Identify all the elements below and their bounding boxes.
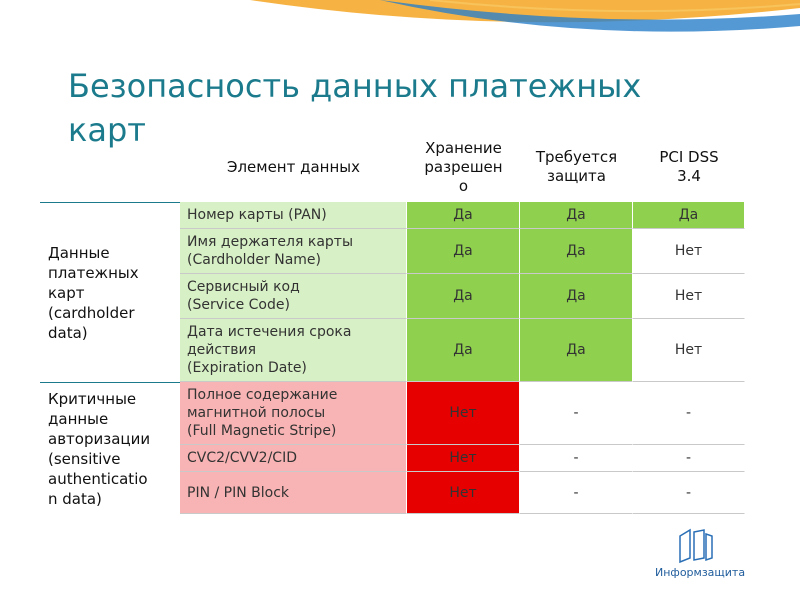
column-header: PCI DSS 3.4 bbox=[633, 135, 745, 199]
text-line: Да bbox=[566, 342, 586, 358]
text-line: Элемент данных bbox=[226, 157, 361, 176]
value-cell: - bbox=[633, 472, 745, 514]
column-header: Элемент данных bbox=[180, 135, 407, 199]
text-line: Хранение bbox=[425, 138, 502, 157]
value-cell: Нет bbox=[407, 472, 520, 514]
text-line: data) bbox=[48, 323, 88, 342]
text-line: - bbox=[685, 484, 692, 501]
text-line: карт bbox=[68, 111, 146, 149]
value-cell: Нет bbox=[407, 382, 520, 445]
value-cell: - bbox=[520, 472, 633, 514]
text-line: (Expiration Date) bbox=[187, 360, 307, 376]
text-line: 3.4 bbox=[677, 167, 701, 185]
value-cell: - bbox=[520, 445, 633, 472]
text-line: Нет bbox=[449, 484, 477, 501]
text-line: разрешен bbox=[424, 157, 503, 176]
value-cell: Да bbox=[407, 319, 520, 382]
text-line: Сервисный код bbox=[187, 279, 300, 295]
text-line: защита bbox=[547, 167, 606, 185]
value-cell: Да bbox=[520, 274, 633, 319]
value-cell: - bbox=[633, 445, 745, 472]
text-line: - bbox=[573, 405, 579, 421]
text-line: - bbox=[573, 450, 579, 466]
text-line: Нет bbox=[674, 288, 703, 304]
value-cell: Да bbox=[407, 229, 520, 274]
element-cell: Имя держателя карты (Cardholder Name) bbox=[180, 229, 407, 274]
text-line: - bbox=[573, 484, 579, 501]
text-line: платежных bbox=[48, 263, 139, 282]
value-cell: - bbox=[633, 382, 745, 445]
value-cell: Нет bbox=[633, 274, 745, 319]
value-cell: Да bbox=[520, 229, 633, 274]
value-cell: Да bbox=[407, 202, 520, 229]
text-line: authenticatio bbox=[48, 469, 148, 488]
text-line: n data) bbox=[48, 489, 102, 508]
text-line: Да bbox=[566, 243, 586, 259]
text-line: Безопасность данных платежных bbox=[68, 67, 642, 105]
text-line: Нет bbox=[449, 450, 477, 466]
text-line: магнитной полосы bbox=[187, 405, 326, 421]
text-line: Да bbox=[453, 288, 473, 304]
value-cell: Да bbox=[520, 202, 633, 229]
text-line: действия bbox=[187, 342, 257, 358]
text-line: Да bbox=[453, 342, 473, 358]
element-cell: CVC2/CVV2/CID bbox=[180, 445, 407, 472]
text-line: (cardholder bbox=[48, 303, 135, 322]
text-line: - bbox=[685, 450, 692, 466]
text-line: Дата истечения срока bbox=[187, 324, 352, 340]
text-line: о bbox=[458, 176, 469, 195]
text-line: Да bbox=[566, 207, 586, 223]
text-line: Нет bbox=[449, 405, 477, 421]
element-cell: Дата истечения срока действия (Expiration … bbox=[180, 319, 407, 382]
value-cell: Нет bbox=[407, 445, 520, 472]
text-line: данные bbox=[48, 409, 109, 428]
text-line: Данные bbox=[48, 243, 110, 262]
text-line: (Full Magnetic Stripe) bbox=[187, 423, 337, 439]
text-line: (Cardholder Name) bbox=[187, 252, 322, 268]
column-header: Требуется защита bbox=[520, 135, 633, 199]
text-line: PIN / PIN Block bbox=[187, 484, 290, 501]
text-line: Нет bbox=[674, 342, 703, 358]
text-line: - bbox=[685, 405, 692, 421]
column-header: Хранение разрешен о bbox=[407, 135, 520, 199]
text-line: Да bbox=[678, 207, 699, 223]
text-line: Требуется bbox=[535, 148, 618, 166]
text-line: Нет bbox=[674, 243, 703, 259]
header-decoration bbox=[250, 0, 800, 32]
text-line: (sensitive bbox=[48, 449, 121, 468]
text-line: Да bbox=[453, 243, 473, 259]
group-label: Данные платежных карт (cardholder data) bbox=[40, 202, 180, 382]
group-label: Критичные данные авторизации (sensitive auth… bbox=[40, 382, 180, 514]
element-cell: Номер карты (PAN) bbox=[180, 202, 407, 229]
value-cell: Да bbox=[520, 319, 633, 382]
text-line: авторизации bbox=[48, 429, 151, 448]
text-line: карт bbox=[48, 283, 85, 302]
text-line: (Service Code) bbox=[187, 297, 290, 313]
value-cell: - bbox=[520, 382, 633, 445]
text-line: CVC2/CVV2/CID bbox=[187, 450, 297, 466]
value-cell: Да bbox=[407, 274, 520, 319]
element-cell: Полное содержание магнитной полосы (Full M… bbox=[180, 382, 407, 445]
value-cell: Да bbox=[633, 202, 745, 229]
text-line: Да bbox=[453, 207, 473, 223]
element-cell: PIN / PIN Block bbox=[180, 472, 407, 514]
logo-icon bbox=[679, 528, 713, 564]
element-cell: Сервисный код (Service Code) bbox=[180, 274, 407, 319]
text-line: PCI DSS bbox=[659, 148, 719, 166]
text-line: Полное содержание bbox=[187, 387, 338, 403]
logo-text: Информзащита bbox=[655, 566, 746, 579]
text-line: Номер карты (PAN) bbox=[187, 207, 327, 223]
value-cell: Нет bbox=[633, 319, 745, 382]
text-line: Имя держателя карты bbox=[187, 234, 353, 250]
text-line: Критичные bbox=[48, 389, 137, 408]
value-cell: Нет bbox=[633, 229, 745, 274]
text-line: Да bbox=[566, 288, 586, 304]
slide-title: Безопасность данных платежных карт bbox=[68, 64, 641, 152]
